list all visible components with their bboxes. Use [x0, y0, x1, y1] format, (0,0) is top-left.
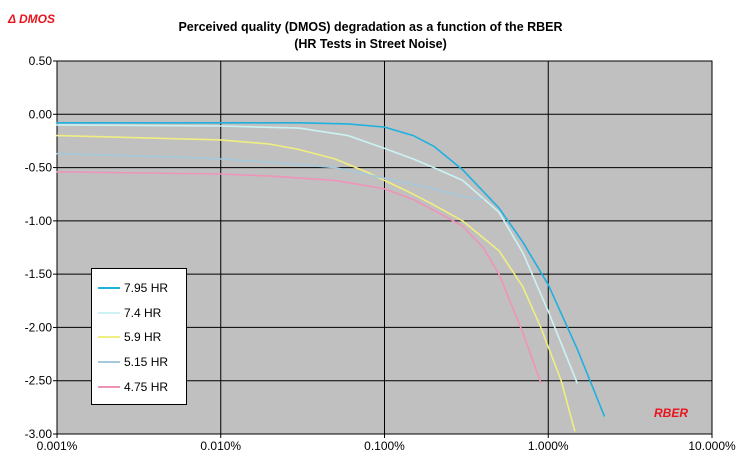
legend-label: 7.4 HR: [124, 306, 162, 320]
x-tick-label: 0.010%: [200, 439, 241, 453]
y-tick-label: -3.00: [25, 427, 53, 441]
x-tick-label: 10.000%: [688, 439, 736, 453]
x-tick-label: 0.001%: [37, 439, 78, 453]
legend-swatch: [98, 361, 120, 363]
legend-label: 7.95 HR: [124, 281, 169, 295]
legend-swatch: [98, 312, 120, 314]
legend-item: 5.9 HR: [98, 330, 161, 344]
series-line: [56, 171, 542, 384]
legend-label: 4.75 HR: [124, 380, 169, 394]
x-tick-label: 1.000%: [528, 439, 569, 453]
legend-item: 4.75 HR: [98, 380, 168, 394]
y-tick-label: -1.00: [25, 214, 53, 228]
x-axis-title: RBER: [654, 406, 689, 420]
series-line: [56, 152, 484, 201]
y-tick-label: -2.00: [25, 320, 53, 334]
y-tick-label: -1.50: [25, 267, 53, 281]
legend-swatch: [98, 287, 120, 289]
series-line: [56, 122, 606, 417]
y-tick-label: -0.50: [25, 161, 53, 175]
legend-item: 7.95 HR: [98, 281, 168, 295]
series-line: [56, 134, 576, 432]
legend-swatch: [98, 386, 120, 388]
chart-subtitle: (HR Tests in Street Noise): [294, 37, 447, 51]
plot-border: [56, 60, 713, 435]
legend-swatch: [98, 336, 120, 338]
y-tick-label: 0.50: [29, 54, 53, 68]
series-line: [56, 124, 578, 384]
legend-label: 5.15 HR: [124, 355, 169, 369]
legend-item: 7.4 HR: [98, 306, 161, 320]
legend-label: 5.9 HR: [124, 330, 162, 344]
x-tick-label: 0.100%: [364, 439, 405, 453]
legend-item: 5.15 HR: [98, 355, 168, 369]
chart-title: Perceived quality (DMOS) degradation as …: [178, 20, 563, 34]
y-axis-title: Δ DMOS: [8, 12, 55, 26]
y-tick-label: 0.00: [29, 107, 53, 121]
legend: 7.95 HR 7.4 HR 5.9 HR 5.15 HR 4.75 HR: [91, 268, 187, 405]
y-tick-label: -2.50: [25, 374, 53, 388]
